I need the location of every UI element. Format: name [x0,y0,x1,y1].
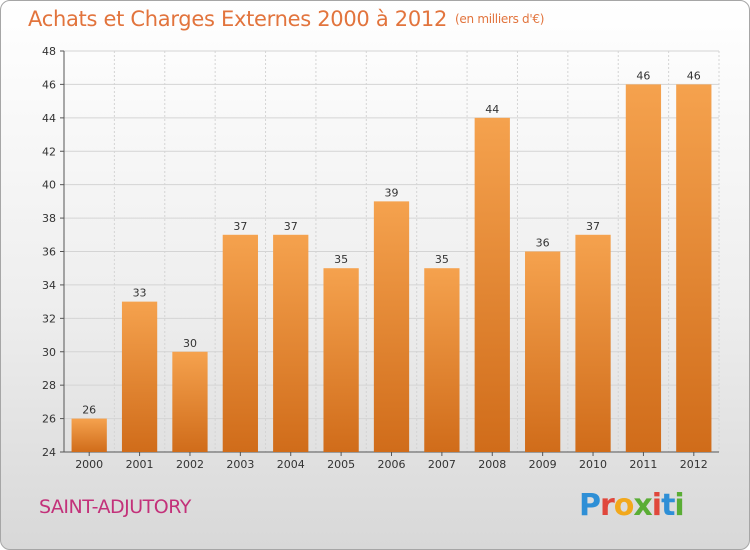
value-label: 37 [586,220,600,233]
x-tick-label: 2012 [680,458,708,471]
bar [273,234,309,452]
value-label: 37 [284,220,298,233]
x-tick-label: 2008 [478,458,506,471]
bar [71,418,107,452]
x-tick-label: 2005 [327,458,355,471]
bar [676,84,712,453]
value-label: 46 [636,69,650,82]
bar [172,351,208,452]
value-label: 35 [334,253,348,266]
value-label: 30 [183,337,197,350]
chart-title-text: Achats et Charges Externes 2000 à 2012 [28,7,448,31]
x-tick-label: 2006 [378,458,406,471]
y-tick-label: 26 [42,413,56,426]
bar [575,234,611,452]
value-label: 46 [687,69,701,82]
value-label: 35 [435,253,449,266]
value-label: 37 [233,220,247,233]
y-tick-label: 34 [42,279,56,292]
bar [525,251,561,452]
value-label: 33 [133,287,147,300]
value-label: 39 [385,186,399,199]
bar [424,268,460,452]
y-tick-label: 48 [42,45,56,58]
labels: 24 26 28 30 32 34 36 38 40 42 44 46 48 26 2000 33 2001 30… [42,45,708,471]
logo-letter: P [579,488,601,523]
chart-title: Achats et Charges Externes 2000 à 2012 (e… [28,7,544,31]
y-tick-label: 46 [42,78,56,91]
y-tick-label: 44 [42,112,56,125]
bar [474,117,510,452]
bar [222,234,258,452]
x-tick-label: 2010 [579,458,607,471]
logo-letter: r [600,488,615,523]
place-name: SAINT-ADJUTORY [39,496,191,518]
logo-letter: i [651,488,662,523]
proxiti-logo: Proxiti [579,488,685,523]
logo-letter: o [613,488,635,523]
x-tick-label: 2007 [428,458,456,471]
x-tick-label: 2011 [629,458,657,471]
x-tick-label: 2003 [226,458,254,471]
y-tick-label: 36 [42,246,56,259]
logo-letter: i [674,488,684,523]
bar [121,301,158,452]
value-label: 26 [82,404,96,417]
logo-letter: t [661,488,675,523]
y-tick-label: 28 [42,379,56,392]
y-tick-label: 40 [42,179,56,192]
bar [625,84,662,453]
bars [71,84,712,453]
y-tick-label: 30 [42,346,56,359]
bar [323,268,359,452]
y-tick-label: 24 [42,446,56,459]
logo-letter: x [633,488,652,523]
y-tick-label: 32 [42,312,56,325]
x-tick-label: 2000 [75,458,103,471]
x-tick-label: 2001 [126,458,154,471]
value-label: 36 [536,237,550,250]
bar [373,201,410,452]
y-tick-label: 42 [42,145,56,158]
chart-subtitle: (en milliers d'€) [455,12,545,26]
y-tick-label: 38 [42,212,56,225]
x-tick-label: 2002 [176,458,204,471]
value-label: 44 [485,103,499,116]
x-tick-label: 2009 [529,458,557,471]
x-tick-label: 2004 [277,458,305,471]
